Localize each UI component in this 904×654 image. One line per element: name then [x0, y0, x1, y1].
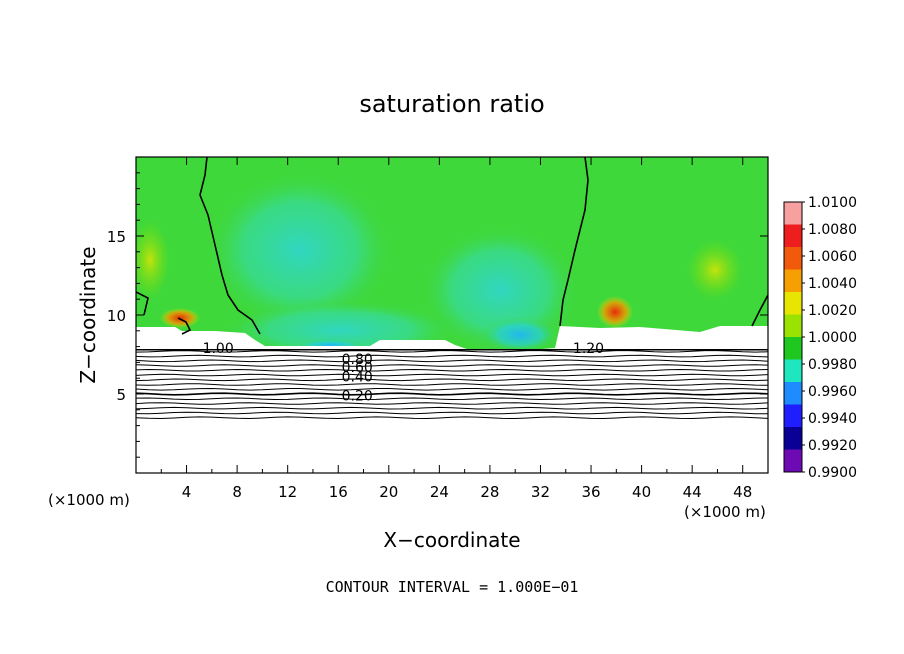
colorbar-label: 1.0080 [808, 222, 857, 238]
contour-labels: 0.20 0.400.600.80 1.00 1.20 [203, 341, 605, 404]
contour-line [136, 402, 768, 405]
colorbar-segment [784, 404, 802, 428]
red-patch-right [597, 296, 633, 328]
x-tick-label: 24 [430, 483, 449, 501]
contour-line [136, 354, 768, 358]
colorbar-label: 0.9980 [808, 357, 857, 373]
x-tick-label: 32 [531, 483, 550, 501]
y-tick-label: 15 [107, 228, 126, 246]
y-ticks: 5 10 15 [107, 172, 768, 458]
x-tick-label: 8 [232, 483, 242, 501]
x-tick-label: 16 [329, 483, 348, 501]
colorbar: 1.0100 1.0080 1.0060 1.0040 1.0020 1.0000 0.99… [783, 195, 857, 481]
y-tick-label: 10 [107, 307, 126, 325]
contour-interval-note: CONTOUR INTERVAL = 1.000E−01 [326, 578, 579, 596]
contour-line [136, 397, 768, 401]
colorbar-label: 0.9920 [808, 438, 857, 454]
colorbar-segment [784, 427, 802, 450]
colorbar-label: 1.0000 [808, 330, 857, 346]
x-tick-label: 40 [632, 483, 651, 501]
blue-patch-center [480, 317, 560, 353]
x-tick-label: 4 [182, 483, 192, 501]
chart-title: saturation ratio [359, 90, 544, 118]
colorbar-segment [784, 202, 802, 225]
x-ticks: 4 8 12 16 20 24 28 32 36 40 44 48 [160, 157, 752, 501]
x-tick-label: 36 [581, 483, 600, 501]
contour-label: 1.20 [573, 341, 604, 357]
colorbar-label: 0.9960 [808, 384, 857, 400]
colorbar-segment [784, 449, 802, 473]
x-tick-label: 48 [733, 483, 752, 501]
colorbar-segment [784, 359, 802, 383]
colorbar-label: 1.0040 [808, 276, 857, 292]
saturation-field [136, 157, 768, 473]
y-tick-label: 5 [116, 386, 126, 404]
z-unit-label: (×1000 m) [48, 491, 130, 509]
contour-line [136, 364, 768, 367]
contour-line [136, 378, 768, 382]
contour-line [136, 350, 768, 353]
y-axis-label: Z−coordinate [76, 246, 100, 383]
contour-line [136, 411, 768, 415]
contour-label: 0.40 [342, 370, 373, 386]
contour-label: 0.20 [342, 389, 373, 405]
contour-label: 1.00 [203, 341, 234, 357]
x-tick-label: 12 [278, 483, 297, 501]
x-tick-label: 44 [683, 483, 702, 501]
colorbar-segment [784, 337, 802, 360]
colorbar-segment [784, 224, 802, 248]
colorbar-segment [784, 314, 802, 338]
colorbar-segment [784, 269, 802, 293]
contour-label: 0.60 [342, 360, 373, 376]
colorbar-label: 0.9940 [808, 411, 857, 427]
contour-line [136, 383, 768, 386]
red-patch-left [160, 308, 200, 328]
x-tick-label: 20 [379, 483, 398, 501]
yellow-patch-left [136, 220, 170, 300]
contour-line [136, 416, 768, 420]
x-axis-label: X−coordinate [383, 528, 520, 552]
contour-line [136, 373, 768, 377]
colorbar-segment [784, 247, 802, 270]
contour-label: 0.80 [342, 352, 373, 368]
field-contours [136, 349, 768, 420]
colorbar-segment [784, 382, 802, 405]
contour-line [136, 392, 768, 396]
colorbar-label: 1.0100 [808, 195, 857, 211]
colorbar-label: 0.9900 [808, 465, 857, 481]
contour-line [136, 387, 768, 391]
x-tick-label: 28 [480, 483, 499, 501]
cloud-boundary-contour [136, 157, 768, 335]
x-unit-label: (×1000 m) [684, 503, 766, 521]
plume-left [205, 170, 395, 330]
colorbar-label: 1.0020 [808, 303, 857, 319]
yellow-patch-right [687, 240, 743, 300]
contour-line [136, 359, 768, 363]
colorbar-segment [784, 292, 802, 315]
contour-line [136, 406, 768, 410]
contour-line [136, 368, 768, 372]
colorbar-label: 1.0060 [808, 249, 857, 265]
